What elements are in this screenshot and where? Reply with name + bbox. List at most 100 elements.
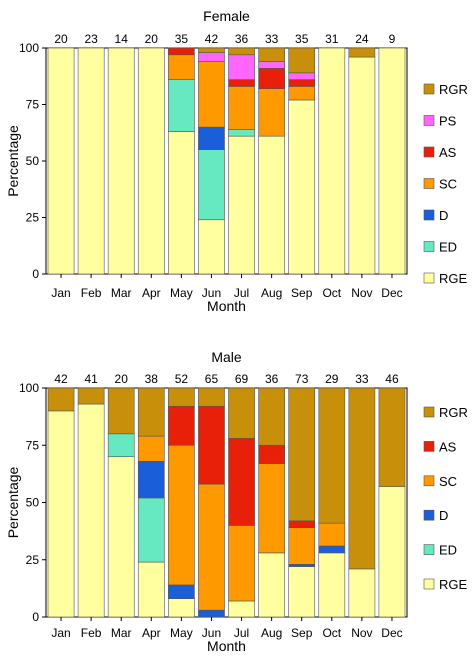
bar-segment-sc	[258, 463, 285, 554]
legend-label: AS	[439, 439, 457, 454]
bar-segment-rge	[47, 47, 75, 275]
bar-segment-ps	[288, 72, 316, 80]
bar-segment-rge	[168, 131, 195, 275]
bar-segment-as	[168, 47, 195, 56]
bar-segment-as	[288, 520, 316, 528]
bar-segment-rge	[318, 552, 346, 618]
legend-label: PS	[439, 114, 457, 129]
bar-segment-rgr	[198, 387, 225, 407]
x-tick-label: May	[170, 626, 193, 640]
x-tick-label: Aug	[261, 286, 282, 300]
x-tick-label: Aug	[261, 626, 282, 640]
bar-segment-as	[228, 438, 255, 526]
y-tick-label: 0	[32, 267, 39, 281]
legend-label: SC	[439, 177, 457, 192]
bar-segment-as	[288, 79, 316, 87]
bar-segment-rgr	[47, 387, 75, 412]
bar-segment-rgr	[348, 387, 376, 570]
y-tick-label: 50	[26, 496, 40, 510]
x-tick-label: Oct	[322, 626, 341, 640]
count-label: 33	[265, 32, 279, 46]
bar-segment-rge	[258, 552, 285, 618]
y-tick-label: 75	[26, 98, 40, 112]
bar-segment-rge	[258, 135, 285, 275]
bar-segment-rgr	[198, 47, 225, 53]
legend-swatch-d	[423, 509, 435, 521]
legend-swatch-sc	[423, 178, 435, 189]
x-tick-label: Nov	[351, 626, 372, 640]
legend-swatch-ed	[423, 544, 435, 555]
bar-segment-sc	[318, 522, 346, 547]
count-label: 35	[295, 32, 309, 46]
bar-segment-as	[258, 444, 285, 464]
count-label: 36	[235, 32, 249, 46]
legend-swatch-rgr	[423, 406, 435, 418]
bar-segment-rgr	[137, 387, 165, 437]
legend-label: SC	[439, 474, 457, 489]
count-label: 42	[54, 372, 68, 386]
bar-segment-rge	[348, 56, 376, 275]
bar-segment-as	[228, 79, 255, 87]
bar-segment-rgr	[258, 387, 285, 446]
legend-swatch-d	[423, 209, 435, 221]
legend-swatch-as	[423, 146, 435, 158]
chart-title: Female	[203, 8, 250, 24]
bar-segment-rgr	[258, 47, 285, 62]
legend-label: RGE	[439, 577, 468, 592]
bar-segment-d	[198, 609, 225, 618]
bar-segment-rgr	[107, 387, 135, 435]
x-tick-label: Jul	[234, 286, 249, 300]
count-label: 52	[175, 372, 189, 386]
count-label: 73	[295, 372, 309, 386]
x-tick-label: Jan	[51, 626, 70, 640]
count-label: 35	[175, 32, 189, 46]
bar-segment-sc	[288, 86, 316, 101]
bar-segment-sc	[168, 444, 195, 586]
legend-label: RGR	[439, 405, 468, 420]
count-label: 46	[385, 372, 399, 386]
legend-label: ED	[439, 240, 457, 255]
y-tick-label: 25	[26, 211, 40, 225]
legend-label: D	[439, 508, 448, 523]
x-tick-label: Apr	[142, 626, 161, 640]
bar-segment-rge	[228, 135, 255, 275]
bar-segment-rge	[47, 410, 75, 618]
bar-segment-rgr	[348, 47, 376, 58]
y-tick-label: 50	[26, 154, 40, 168]
x-tick-label: Apr	[142, 286, 161, 300]
bar-segment-d	[318, 545, 346, 554]
count-label: 38	[145, 372, 159, 386]
bar-segment-rgr	[228, 387, 255, 439]
count-label: 36	[265, 372, 279, 386]
y-tick-label: 100	[19, 41, 39, 55]
count-label: 14	[115, 32, 129, 46]
count-label: 31	[325, 32, 339, 46]
count-label: 9	[389, 32, 396, 46]
bar-segment-ed	[168, 79, 195, 132]
bar-segment-rge	[168, 598, 195, 618]
y-tick-label: 100	[19, 381, 39, 395]
legend-swatch-sc	[423, 475, 435, 487]
count-label: 42	[205, 32, 219, 46]
bar-segment-rge	[107, 47, 135, 275]
count-label: 24	[355, 32, 369, 46]
bar-segment-rge	[378, 486, 406, 618]
chart-panel-male: Male 42 Jan 41 Feb 20 Mar 38 Apr 52 May 65 Jun 69 Jul 3…	[5, 349, 468, 654]
x-tick-label: May	[170, 286, 193, 300]
bar-segment-rgr	[288, 47, 316, 74]
bar-segment-sc	[228, 525, 255, 602]
legend: RGR PS AS SC D ED RGE	[423, 82, 468, 286]
count-label: 20	[115, 372, 129, 386]
legend-label: RGE	[439, 271, 468, 286]
x-axis-label: Month	[207, 298, 246, 314]
x-tick-label: Jun	[202, 286, 221, 300]
x-tick-label: Dec	[381, 286, 402, 300]
bar-segment-rge	[318, 47, 346, 275]
count-label: 41	[84, 372, 98, 386]
x-tick-label: Feb	[81, 286, 102, 300]
bar-segment-sc	[198, 61, 225, 128]
bar-segment-d	[198, 126, 225, 150]
legend-swatch-ed	[423, 241, 435, 252]
y-tick-label: 0	[32, 610, 39, 624]
